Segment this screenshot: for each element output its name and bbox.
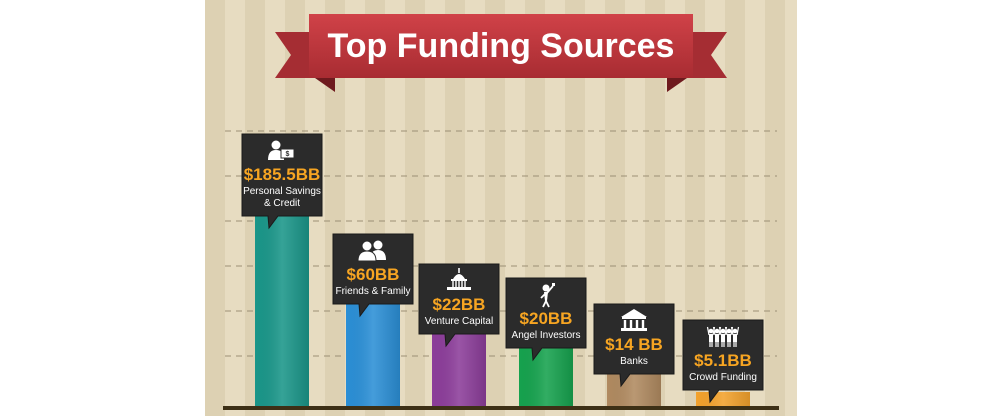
person-money-icon: $	[268, 140, 295, 160]
value-label: $14 BB Banks	[593, 303, 675, 388]
grid-lines	[225, 130, 777, 357]
ribbon-left-fold	[315, 78, 335, 92]
ribbon-right-fold	[667, 78, 687, 92]
bank-building-icon	[621, 309, 647, 331]
label-box	[332, 233, 414, 318]
category-text: Personal Savings	[243, 186, 321, 197]
label-box	[418, 263, 500, 348]
label-box	[241, 133, 323, 230]
category-text: Crowd Funding	[689, 372, 757, 383]
value-label: $60BB Friends & Family	[332, 233, 414, 318]
baseline	[223, 406, 779, 410]
ribbon-right-tail	[687, 32, 727, 78]
label-box	[593, 303, 675, 388]
label-box	[505, 277, 587, 362]
title-ribbon: Top Funding Sources	[275, 14, 727, 92]
chart-panel: Top Funding Sources $ $185.5BB Personal Sa…	[205, 0, 797, 416]
value-text: $20BB	[520, 309, 573, 328]
value-label: $5.1BB Crowd Funding	[682, 319, 764, 404]
label-box	[682, 319, 764, 404]
bar-shade	[519, 338, 573, 406]
value-label: $20BB Angel Investors	[505, 277, 587, 362]
svg-text:$: $	[286, 151, 290, 158]
bar-shade	[432, 324, 486, 406]
ribbon-body	[309, 14, 693, 78]
value-text: $5.1BB	[694, 351, 752, 370]
value-text: $22BB	[433, 295, 486, 314]
value-text: $60BB	[347, 265, 400, 284]
value-label: $22BB Venture Capital	[418, 263, 500, 348]
chart-title: Top Funding Sources	[328, 27, 675, 65]
category-text: & Credit	[264, 198, 300, 209]
value-label: $ $185.5BB Personal Savings& Credit	[241, 133, 323, 230]
bar-shade	[696, 392, 750, 406]
capitol-dome-icon	[447, 268, 471, 290]
bar-shade	[346, 294, 400, 406]
value-text: $185.5BB	[244, 165, 321, 184]
ribbon-left-tail	[275, 32, 315, 78]
crowd-icon	[706, 326, 740, 347]
person-celebrating-icon	[540, 283, 555, 308]
category-text: Banks	[620, 356, 648, 367]
category-text: Friends & Family	[335, 286, 410, 297]
category-text: Venture Capital	[425, 316, 493, 327]
bar-shade	[255, 210, 309, 406]
value-text: $14 BB	[605, 335, 663, 354]
two-people-icon	[357, 240, 386, 262]
funding-chart: Top Funding Sources $ $185.5BB Personal Sa…	[223, 14, 779, 410]
category-text: Angel Investors	[512, 330, 581, 341]
